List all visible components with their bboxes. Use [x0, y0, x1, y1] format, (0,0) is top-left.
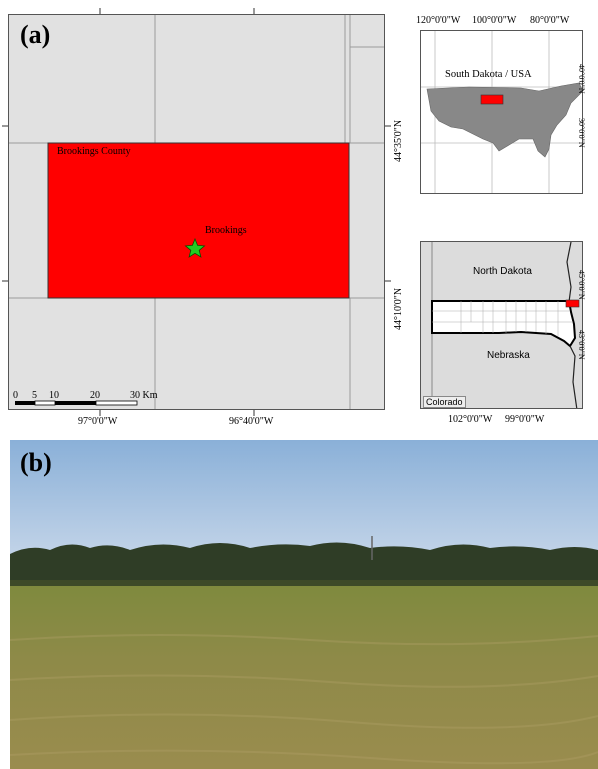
- usa-sd-highlight[interactable]: [480, 94, 504, 105]
- inset-usa-map: South Dakota / USA: [420, 30, 583, 194]
- usa-inset-title: South Dakota / USA: [445, 69, 532, 80]
- label-north-dakota: North Dakota: [473, 266, 532, 277]
- usa-lat-tick-40: 40°0'0"N: [577, 64, 586, 94]
- grassland-scene: [10, 440, 598, 769]
- usa-lat-tick-30: 30°0'0"N: [577, 118, 586, 148]
- grassland-photo: [10, 440, 598, 769]
- scale-tick-10: 10: [49, 390, 59, 401]
- main-map-canvas: [9, 15, 384, 409]
- lon-tick-97: 97°0'0"W: [78, 416, 118, 427]
- sd-canvas: [431, 242, 580, 408]
- scale-tick-0: 0: [13, 390, 18, 401]
- sd-county-lines: [432, 301, 573, 336]
- lat-tick-4410: 44°10'0"N: [393, 287, 404, 330]
- sd-state-polygon[interactable]: [431, 300, 577, 348]
- tree-line: [10, 542, 598, 588]
- scale-tick-30: 30 Km: [130, 390, 158, 401]
- usa-lon-tick-80: 80°0'0"W: [530, 15, 570, 26]
- sd-lat-tick-43: 43°0'0"N: [577, 330, 586, 360]
- panel-a-label: (a): [20, 20, 51, 49]
- sd-lon-tick-102: 102°0'0"W: [448, 414, 493, 425]
- city-label: Brookings: [205, 225, 247, 236]
- boundary-lines: [9, 15, 384, 409]
- label-nebraska: Nebraska: [487, 350, 530, 361]
- scale-tick-20: 20: [90, 390, 100, 401]
- sd-brookings-highlight[interactable]: [565, 299, 580, 308]
- usa-landmass: [426, 82, 582, 158]
- usa-outline-canvas: [421, 31, 582, 193]
- county-label: Brookings County: [57, 146, 131, 157]
- panel-b-label: (b): [20, 448, 52, 477]
- lon-tick-9640: 96°40'0"W: [229, 416, 274, 427]
- brookings-county-polygon[interactable]: [47, 142, 350, 299]
- lat-tick-4435: 44°35'0"N: [393, 119, 404, 162]
- main-map: Brookings County Brookings 0 5 10 20 30 …: [8, 14, 385, 410]
- scale-bar: [15, 400, 138, 406]
- usa-lon-tick-100: 100°0'0"W: [472, 15, 517, 26]
- label-colorado: Colorado: [423, 396, 466, 408]
- sd-lon-tick-99: 99°0'0"W: [505, 414, 545, 425]
- main-map-ticks: [2, 8, 391, 416]
- usa-lon-tick-120: 120°0'0"W: [416, 15, 461, 26]
- inset-sd-map: North Dakota Nebraska Colorado: [420, 241, 583, 409]
- sd-lat-tick-45: 45°0'0"N: [577, 270, 586, 300]
- brookings-city-star[interactable]: [184, 237, 206, 258]
- scale-tick-5: 5: [32, 390, 37, 401]
